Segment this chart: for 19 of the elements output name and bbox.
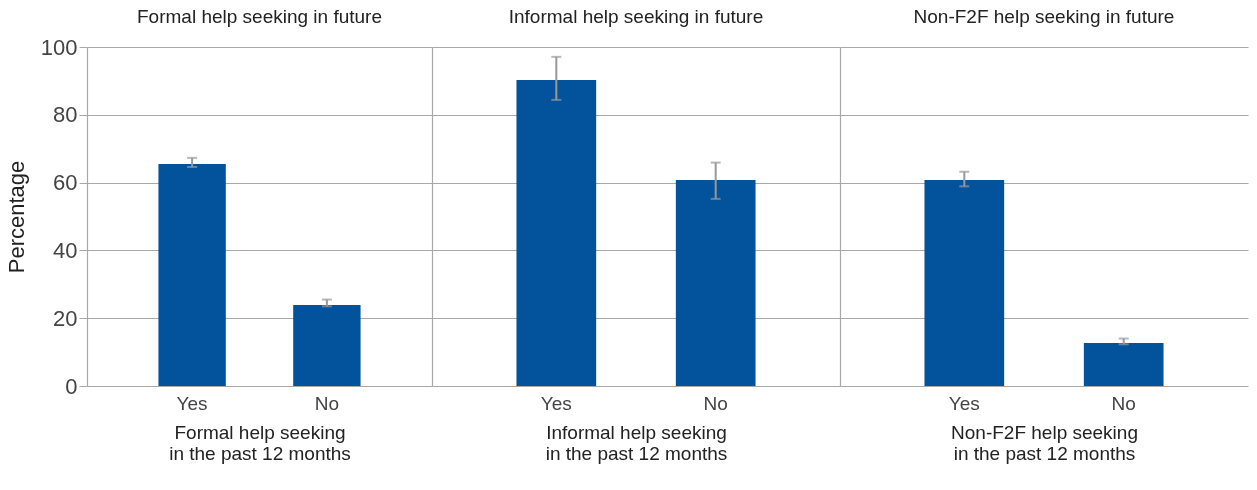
x-axis-title: Formal help seeking in the past 12 months [169, 421, 351, 464]
x-tick-label: Yes [948, 392, 980, 414]
y-tick-label: 20 [53, 305, 78, 331]
y-tick-label: 60 [53, 170, 78, 196]
x-tick-label: Yes [176, 392, 208, 414]
y-axis-title: Percentage [3, 160, 29, 274]
x-tick-label: Yes [540, 392, 572, 414]
y-tick-label: 80 [53, 102, 78, 128]
chart-title: Non-F2F help seeking in future [913, 6, 1175, 27]
y-tick-label: 100 [40, 34, 78, 60]
chart-title: Informal help seeking in future [508, 6, 764, 27]
x-tick-label: No [314, 392, 340, 414]
x-tick-label: No [703, 392, 728, 414]
x-axis-title: Non-F2F help seeking in the past 12 months [951, 421, 1138, 464]
x-tick-label: No [1111, 392, 1136, 414]
chart-title: Formal help seeking in future [136, 6, 383, 27]
x-axis-title: Informal help seeking in the past 12 months [545, 421, 728, 464]
y-tick-label: 40 [53, 237, 78, 263]
y-tick-label: 0 [65, 373, 78, 399]
